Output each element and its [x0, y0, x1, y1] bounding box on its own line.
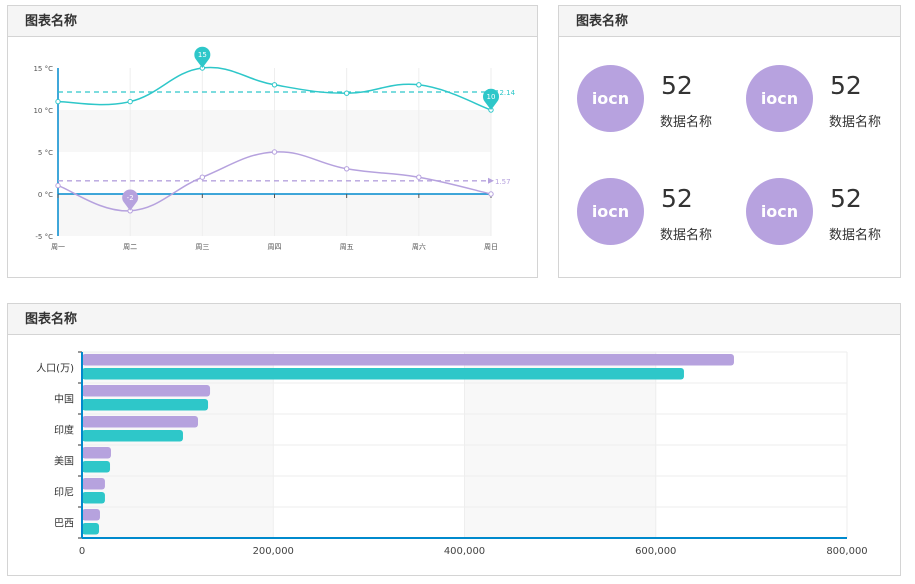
stat-label: 数据名称 — [660, 228, 713, 243]
stat-value: 52 — [830, 184, 862, 213]
bar — [82, 478, 105, 490]
bar — [82, 368, 684, 380]
bar — [82, 461, 111, 473]
stat-card: iocn 52 数据名称 — [746, 65, 906, 135]
y-tick-label: 印度 — [54, 424, 74, 437]
stats-panel: 图表名称 iocn 52 数据名称 iocn 52 数据名称 iocn 52 数… — [558, 5, 901, 278]
y-tick-label: 印尼 — [54, 487, 74, 499]
stat-icon: iocn — [746, 178, 813, 245]
bar — [82, 399, 209, 411]
y-tick-label: 人口(万) — [36, 363, 74, 375]
stat-card: iocn 52 数据名称 — [577, 65, 737, 135]
panel-title: 图表名称 — [559, 6, 900, 37]
mark-point-label: 15 — [198, 51, 207, 59]
x-tick-label: 周日 — [484, 243, 498, 251]
mark-point-pin-icon — [194, 46, 211, 68]
bar — [82, 492, 105, 504]
stat-value: 52 — [661, 71, 693, 100]
bar — [82, 447, 111, 459]
data-point — [416, 174, 422, 180]
y-tick-label: 巴西 — [54, 518, 74, 530]
line-chart: -5 °C 0 °C 5 °C 10 °C 15 °C 周一 周二 周三 周四 周五 周六 周日 12.… — [33, 46, 516, 251]
stat-icon: iocn — [746, 65, 813, 132]
x-tick-label: 周二 — [123, 243, 137, 251]
data-point — [416, 82, 422, 88]
stat-value: 52 — [830, 71, 862, 100]
x-tick-label: 800,000 — [826, 546, 867, 557]
y-tick-label: 5 °C — [38, 149, 53, 157]
bar — [82, 523, 100, 535]
data-point — [488, 191, 494, 197]
x-tick-label: 周四 — [268, 243, 282, 251]
panel-title: 图表名称 — [8, 6, 537, 37]
bar — [82, 416, 198, 428]
stat-icon: iocn — [577, 178, 644, 245]
mark-line-arrow-icon — [488, 177, 494, 184]
data-point — [55, 98, 61, 105]
panel-title: 图表名称 — [8, 304, 900, 335]
bar-chart-panel: 图表名称 0 200,000 400,000 600,000 800,000 人口(万) 中… — [7, 303, 901, 576]
bar — [82, 509, 100, 521]
data-point — [127, 98, 133, 105]
y-tick-label: 美国 — [54, 455, 74, 468]
mark-line-label: 1.57 — [495, 178, 511, 186]
bar — [82, 430, 183, 442]
stat-card: iocn 52 数据名称 — [577, 178, 737, 248]
data-point — [271, 149, 278, 155]
stat-icon: iocn — [577, 65, 644, 132]
y-tick-label: 10 °C — [33, 107, 53, 115]
mark-point-pin-icon — [122, 189, 139, 211]
x-tick-label: 周一 — [51, 243, 65, 251]
y-tick-label: 15 °C — [33, 65, 53, 73]
bar — [82, 385, 211, 397]
mark-point-label: 10 — [487, 93, 496, 101]
mark-point-pin-icon — [483, 88, 499, 110]
stat-label: 数据名称 — [829, 228, 882, 243]
data-point — [199, 174, 206, 180]
bar — [82, 354, 734, 366]
line-plot: -5 °C 0 °C 5 °C 10 °C 15 °C 周一 周二 周三 周四 周五 周六 周日 12.… — [33, 46, 516, 251]
bar-plot: 0 200,000 400,000 600,000 800,000 人口(万) 中国印度美国… — [36, 351, 868, 557]
y-tick-label: 中国 — [54, 393, 74, 406]
x-tick-label: 400,000 — [444, 546, 485, 557]
stat-label: 数据名称 — [829, 115, 882, 130]
x-tick-label: 0 — [79, 546, 85, 557]
x-tick-label: 200,000 — [253, 546, 294, 557]
y-tick-label: -5 °C — [35, 233, 53, 241]
stat-value: 52 — [661, 184, 693, 213]
bar-chart: 0 200,000 400,000 600,000 800,000 人口(万) 中国印度美国… — [36, 351, 868, 557]
data-point — [55, 182, 61, 189]
y-tick-label: 0 °C — [38, 191, 53, 199]
x-tick-label: 周五 — [340, 243, 354, 251]
stat-label: 数据名称 — [660, 115, 713, 130]
x-tick-label: 周三 — [195, 243, 209, 251]
line-chart-panel: 图表名称 -5 °C 0 °C 5 °C 10 °C 15 °C 周一 周二 周三 周四 周五 周六… — [7, 5, 538, 278]
x-tick-label: 周六 — [412, 242, 426, 251]
mark-line-label: 12.14 — [495, 89, 516, 97]
data-point — [343, 166, 350, 172]
data-point — [343, 90, 350, 96]
x-tick-label: 600,000 — [635, 546, 676, 557]
mark-point-label: -2 — [127, 194, 134, 202]
data-point — [271, 82, 278, 88]
stat-card: iocn 52 数据名称 — [746, 178, 906, 248]
